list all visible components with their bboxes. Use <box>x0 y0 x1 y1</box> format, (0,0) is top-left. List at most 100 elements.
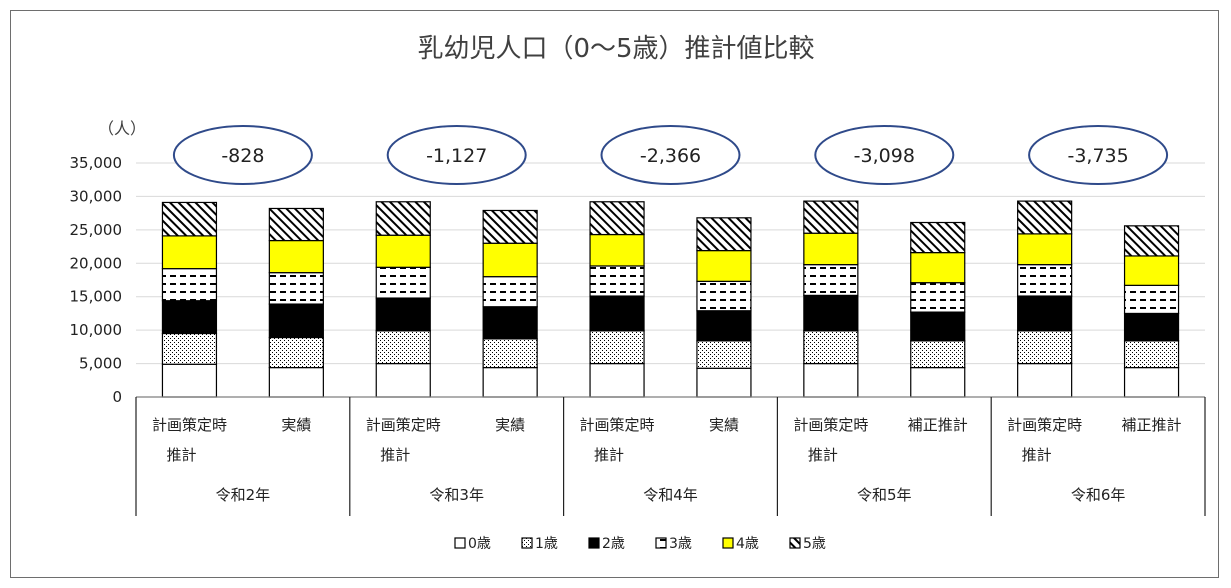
bar-segment-black <box>482 306 538 340</box>
bar-segment-white <box>1123 366 1180 398</box>
y-axis-ticks: 0 5,000 10,000 15,000 20,000 25,000 30,000 35,0… <box>70 154 123 406</box>
legend-swatch <box>789 537 801 549</box>
y-tick-label: 0 <box>112 388 122 406</box>
bar-segment-white <box>1017 362 1073 398</box>
difference-ellipse <box>814 125 955 185</box>
bar-segment-white <box>161 363 218 398</box>
bar-segment-hatch <box>910 221 966 254</box>
legend-swatch <box>588 537 600 549</box>
category-label: 計画策定時 <box>580 416 655 434</box>
bar-segment-hatch <box>803 200 859 234</box>
legend-label: 1歳 <box>535 536 558 552</box>
chart-frame <box>10 10 1219 578</box>
bar-segment-yellow <box>696 249 752 282</box>
bar-segment-black <box>375 297 431 332</box>
y-tick-label: 10,000 <box>70 321 123 339</box>
legend: 0歳 1歳 2歳 3歳 4歳 5歳 <box>454 536 826 552</box>
bar-segment-yellow <box>482 242 538 278</box>
bar-segment-white <box>696 367 752 398</box>
bar-segment-dashes <box>1017 264 1073 297</box>
bar-segment-hatch <box>268 207 324 242</box>
bar-segment-white <box>482 366 538 398</box>
chart-title: 乳幼児人口（0～5歳）推計値比較 <box>417 34 814 64</box>
bar-segment-hatch <box>696 217 752 252</box>
bar-segment-dots <box>161 332 218 365</box>
bar-segment-dots <box>375 330 431 365</box>
y-tick-label: 5,000 <box>79 355 122 373</box>
y-tick-label: 20,000 <box>70 254 123 272</box>
bar-segment-hatch <box>375 201 431 236</box>
bar-segment-black <box>1123 312 1180 342</box>
legend-label: 3歳 <box>669 536 692 552</box>
category-label: 計画策定時 <box>152 416 227 434</box>
difference-value: -2,366 <box>640 145 701 167</box>
bar-segment-hatch <box>1017 200 1073 235</box>
bar-segment-yellow <box>268 239 324 274</box>
bar-segment-dots <box>268 336 324 369</box>
category-label-sub: 推計 <box>594 446 624 464</box>
bar-segment-dashes <box>696 280 752 312</box>
bar-segment-dots <box>1123 340 1180 369</box>
bar-segment-dashes <box>268 272 324 305</box>
bar-segment-hatch <box>482 209 538 244</box>
category-label-sub: 推計 <box>1022 446 1052 464</box>
bar-segment-white <box>375 362 431 398</box>
difference-labels: -828 -1,127 -2,366 -3,098 -3,735 <box>172 125 1169 185</box>
difference-ellipse <box>600 125 741 185</box>
y-tick-label: 30,000 <box>70 187 123 205</box>
y-tick-label: 25,000 <box>70 221 123 239</box>
bar-segment-black <box>589 295 645 332</box>
bar-segment-dots <box>589 330 645 365</box>
difference-value: -1,127 <box>426 145 487 167</box>
category-label: 計画策定時 <box>1007 416 1082 434</box>
group-label: 令和5年 <box>857 486 912 504</box>
bar-segment-dashes <box>589 265 645 297</box>
difference-value: -3,098 <box>854 145 915 167</box>
bar-segment-yellow <box>589 233 645 267</box>
group-label: 令和6年 <box>1071 486 1126 504</box>
legend-swatch <box>655 537 667 549</box>
bar-segment-yellow <box>803 232 859 266</box>
bar-segment-dots <box>696 340 752 369</box>
y-tick-label: 15,000 <box>70 288 123 306</box>
category-label: 実績 <box>495 416 525 434</box>
bar-segment-white <box>803 362 859 398</box>
bar-segment-black <box>268 303 324 339</box>
difference-value: -828 <box>221 145 264 167</box>
bar-segment-hatch <box>589 201 645 236</box>
bar-segment-dashes <box>803 264 859 296</box>
bar-segment-black <box>696 310 752 342</box>
bar-segment-yellow <box>1017 233 1073 266</box>
legend-swatch <box>521 537 533 549</box>
bar-segment-dots <box>1017 330 1073 365</box>
bar-segment-black <box>161 300 218 335</box>
legend-label: 2歳 <box>602 536 625 552</box>
category-label-sub: 推計 <box>380 446 410 464</box>
legend-swatch <box>722 537 734 549</box>
bar-segment-dashes <box>1123 284 1180 315</box>
bar-segment-hatch <box>1123 225 1180 257</box>
bar-segment-hatch <box>161 201 218 237</box>
category-label: 実績 <box>709 416 739 434</box>
group-label: 令和3年 <box>429 486 484 504</box>
group-label: 令和2年 <box>216 486 271 504</box>
bar-segment-dots <box>482 338 538 369</box>
bar-segment-dashes <box>375 266 431 299</box>
y-axis-label: （人） <box>98 119 146 138</box>
bar-segment-dots <box>803 330 859 365</box>
legend-label: 5歳 <box>803 536 826 552</box>
bar-segment-yellow <box>910 251 966 284</box>
category-label: 計画策定時 <box>793 416 868 434</box>
bar-segment-white <box>268 366 324 398</box>
bar-segment-black <box>910 311 966 342</box>
difference-ellipse <box>1028 125 1169 185</box>
bar-segment-dots <box>910 340 966 369</box>
bars <box>161 200 1180 398</box>
legend-swatch <box>454 537 466 549</box>
bar-segment-black <box>803 294 859 332</box>
legend-label: 0歳 <box>468 536 491 552</box>
bar-segment-black <box>1017 295 1073 332</box>
bar-segment-yellow <box>161 235 218 270</box>
